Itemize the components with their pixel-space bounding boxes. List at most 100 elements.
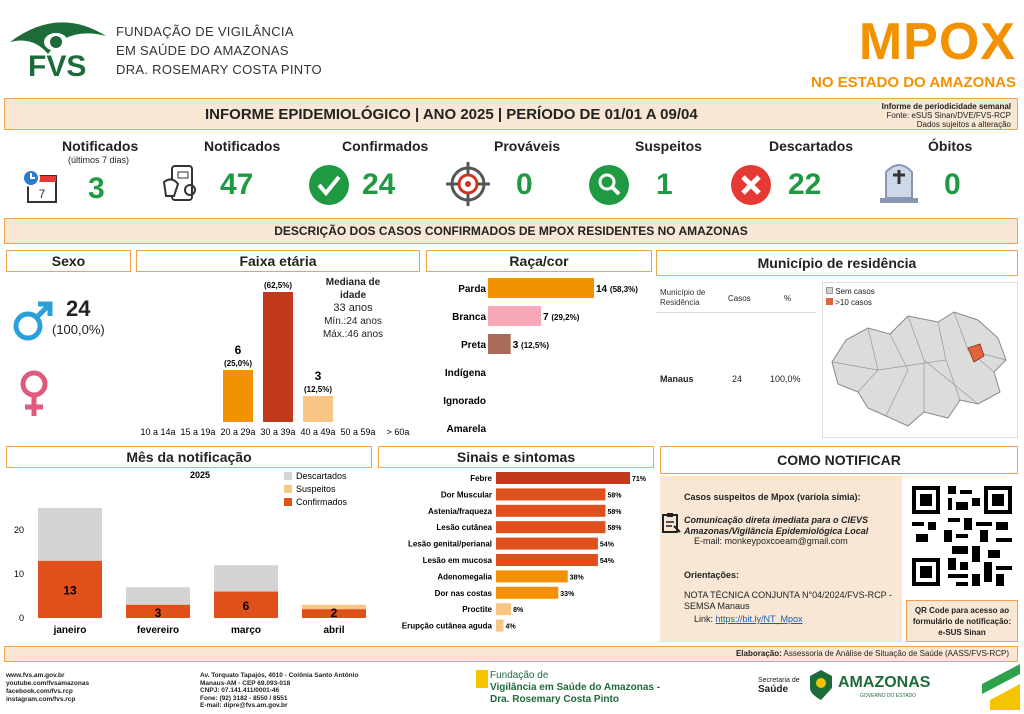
faixa-tick-3: 30 a 39a: [260, 427, 295, 437]
elaboracao-band: Elaboração: Assessoria de Análise de Sit…: [4, 646, 1018, 662]
sinais-bar-2: [496, 504, 606, 517]
footer-web-1[interactable]: youtube.com/fvsamazonas: [6, 680, 90, 687]
sinais-value-5: 54%: [600, 558, 615, 565]
section-sinais: Sinais e sintomas: [378, 446, 654, 468]
amazonas-crest-icon: [808, 668, 834, 705]
kpi-label-3: Prováveis: [494, 138, 561, 154]
section-raca-cor: Raça/cor: [426, 250, 652, 272]
search-circle-icon: [588, 164, 630, 211]
nt-link[interactable]: https://bit.ly/NT_Mpox: [715, 614, 803, 624]
sinais-bar-3: [496, 521, 606, 534]
kpi-value-5: 22: [788, 168, 822, 201]
sinais-value-1: 58%: [607, 492, 622, 499]
raca-label-1: Branca: [452, 312, 486, 323]
faixa-tick-6: > 60a: [387, 427, 410, 437]
faixa-bar-2: [223, 370, 253, 422]
report-note-1: Informe de periodicidade semanal: [881, 102, 1011, 111]
mun-row-pct: 100,0%: [770, 374, 801, 384]
orient-title: Orientações:: [684, 570, 740, 580]
sinais-sintomas-chart: Febre 71% Dor Muscular 58% Astenia/fraqueza 5…: [402, 472, 647, 632]
calendar-clock-icon: 7: [22, 168, 60, 211]
mes-tick-0: janeiro: [53, 625, 87, 636]
sinais-bar-9: [496, 619, 504, 632]
raca-label-4: Ignorado: [443, 396, 486, 407]
raca-bar-2: [488, 334, 511, 354]
section-faixa-etaria: Faixa etária: [136, 250, 420, 272]
faixa-pct-4: (12,5%): [304, 385, 332, 394]
faixa-bar-3: [263, 292, 293, 422]
mun-col1-header-b: Residência: [660, 298, 700, 307]
section-mes: Mês da notificação: [6, 446, 372, 468]
footer-web-3[interactable]: instagram.com/fvs.rcp: [6, 696, 76, 703]
mes-legend-swatch-1: [284, 485, 292, 493]
kpi-label-2: Confirmados: [342, 138, 429, 154]
email-label: E-mail:: [694, 536, 723, 546]
map-legend-high: >10 casos: [835, 298, 872, 307]
faixa-tick-5: 50 a 59a: [340, 427, 375, 437]
faixa-tick-4: 40 a 49a: [300, 427, 335, 437]
mun-col2-header: Casos: [728, 294, 751, 303]
mes-bar-descartados-0: [38, 508, 102, 561]
raca-label-0: Parda: [458, 284, 486, 295]
sinais-label-6: Adenomegalia: [437, 572, 492, 581]
eye-logo-icon: [10, 22, 106, 54]
report-title: INFORME EPIDEMIOLÓGICO | ANO 2025 | PERÍ…: [205, 106, 698, 123]
footer-fvs-3: Dra. Rosemary Costa Pinto: [490, 694, 619, 705]
mes-value-0: 13: [63, 583, 77, 597]
male-count: 24: [66, 296, 91, 321]
mes-year: 2025: [190, 470, 210, 480]
median-min: Mín.:24 anos: [324, 316, 382, 327]
mes-tick-1: fevereiro: [137, 625, 179, 636]
qr-line-3: e-SUS Sinan: [938, 628, 986, 637]
report-note-2: Fonte: eSUS Sinan/DVE/FVS-RCP: [886, 111, 1012, 120]
elaboracao-text: Assessoria de Análise de Situação de Saú…: [783, 649, 1009, 658]
fvs-logo: FVS: [8, 14, 108, 84]
kpi-label-4: Suspeitos: [635, 138, 702, 154]
kpi-value-1: 47: [220, 168, 254, 201]
male-icon: [10, 298, 56, 349]
mes-bar-suspeitos-3: [302, 604, 366, 610]
faixa-pct-2: (25,0%): [224, 359, 252, 368]
footer-addr-4: E-mail: dipre@fvs.am.gov.br: [200, 702, 288, 710]
footer-web-0[interactable]: www.fvs.am.gov.br: [6, 672, 65, 679]
raca-label-3: Indígena: [445, 368, 487, 379]
faixa-bar-4: [303, 396, 333, 422]
mes-notificacao-chart: 2025 0 10 20 Descartados Suspeitos Confirmados…: [14, 470, 366, 636]
footer-fvs-2: Vigilância em Saúde do Amazonas -: [490, 682, 661, 693]
mes-tick-2: março: [231, 625, 261, 636]
fvs-footer-icon: [476, 670, 488, 688]
email-link[interactable]: monkeypoxcoeam@gmail.com: [724, 536, 848, 546]
page-subtitle: NO ESTADO DO AMAZONAS: [811, 74, 1016, 91]
mes-ytick-1: 10: [14, 569, 24, 579]
male-pct: (100,0%): [52, 322, 105, 337]
cases-title: Casos suspeitos de Mpox (varíola símia):: [684, 492, 861, 502]
kpi-label-0: Notificados: [62, 138, 139, 154]
mes-legend-label-0: Descartados: [296, 471, 347, 481]
mes-value-2: 6: [243, 599, 250, 613]
mun-row-cases: 24: [732, 374, 743, 384]
kpi-value-2: 24: [362, 168, 396, 201]
link-label: Link:: [694, 614, 714, 624]
median-max: Máx.:46 anos: [322, 329, 384, 340]
section-notificar: COMO NOTIFICAR: [660, 446, 1018, 474]
mes-bar-confirmados-3: [302, 609, 366, 618]
page-title: MPOX: [858, 13, 1016, 71]
faixa-tick-1: 15 a 19a: [180, 427, 215, 437]
phone-notify-icon: [160, 162, 202, 209]
faixa-tick-0: 10 a 14a: [140, 427, 175, 437]
mes-bar-confirmados-0: [38, 560, 102, 618]
footer-fvs-1: Fundação de: [490, 670, 549, 681]
amazonas-map: [831, 311, 1007, 427]
report-note-3: Dados sujeitos a alteração: [916, 120, 1011, 129]
clipboard-icon: [660, 512, 682, 539]
footer-addr-2: CNPJ: 07.141.411/0001-46: [200, 687, 280, 695]
sinais-label-4: Lesão genital/perianal: [408, 540, 492, 549]
footer-web-2[interactable]: facebook.com/fvs.rcp: [6, 688, 73, 695]
kpi-label-6: Óbitos: [928, 138, 973, 154]
mes-ytick-0: 0: [19, 613, 24, 623]
kpi-value-3: 0: [516, 168, 533, 201]
mun-col1-header: Município de: [660, 288, 706, 297]
qr-line-1: QR Code para acesso ao: [914, 606, 1010, 615]
qr-code[interactable]: [906, 478, 1018, 596]
sinais-value-9: 4%: [506, 624, 517, 631]
